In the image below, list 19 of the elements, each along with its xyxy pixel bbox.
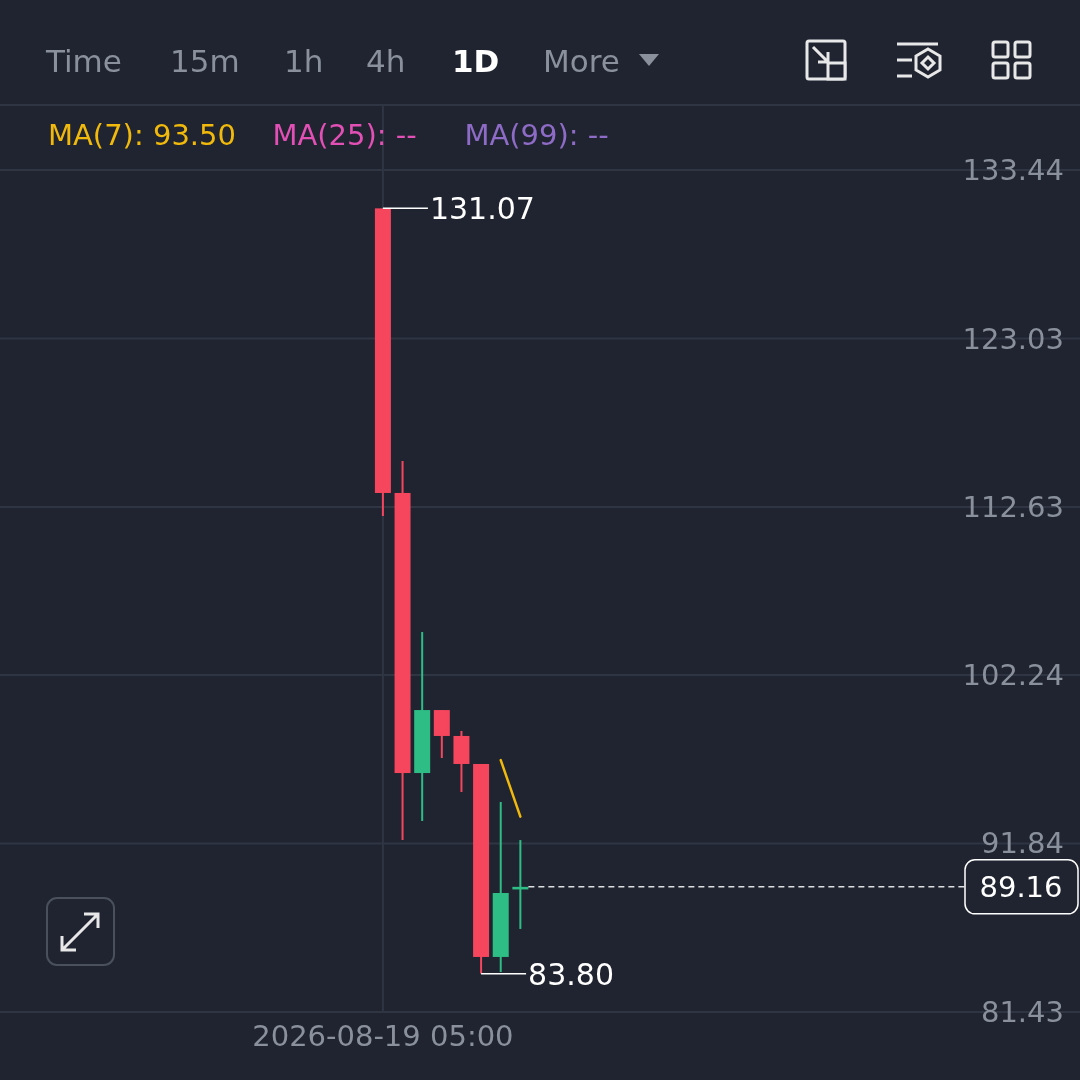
ref-line-label: 89.16 [979, 869, 1063, 904]
y-tick-label: 112.63 [962, 489, 1064, 524]
y-tick-label: 123.03 [962, 321, 1064, 356]
annotation: More [543, 43, 620, 79]
y-tick-label: 91.84 [980, 826, 1064, 861]
annotation: 1D [452, 43, 500, 79]
y-tick-label: 133.44 [962, 152, 1064, 187]
x-tick-label: 2026-08-19 05:00 [252, 1019, 514, 1053]
annotation: Time [45, 43, 122, 79]
y-tick-label: 102.24 [962, 658, 1064, 693]
text: MA(7): 93.50 [48, 118, 236, 152]
legend-label: MA(25): -- [272, 118, 417, 152]
legend-label: MA(99): -- [464, 118, 609, 152]
annotation: 131.07 [429, 191, 535, 227]
annotation: 4h [366, 43, 406, 79]
annotation: 15m [170, 43, 240, 79]
y-tick-label: 81.43 [980, 995, 1064, 1029]
annotation: 83.80 [528, 956, 614, 992]
annotation: 1h [284, 43, 324, 79]
